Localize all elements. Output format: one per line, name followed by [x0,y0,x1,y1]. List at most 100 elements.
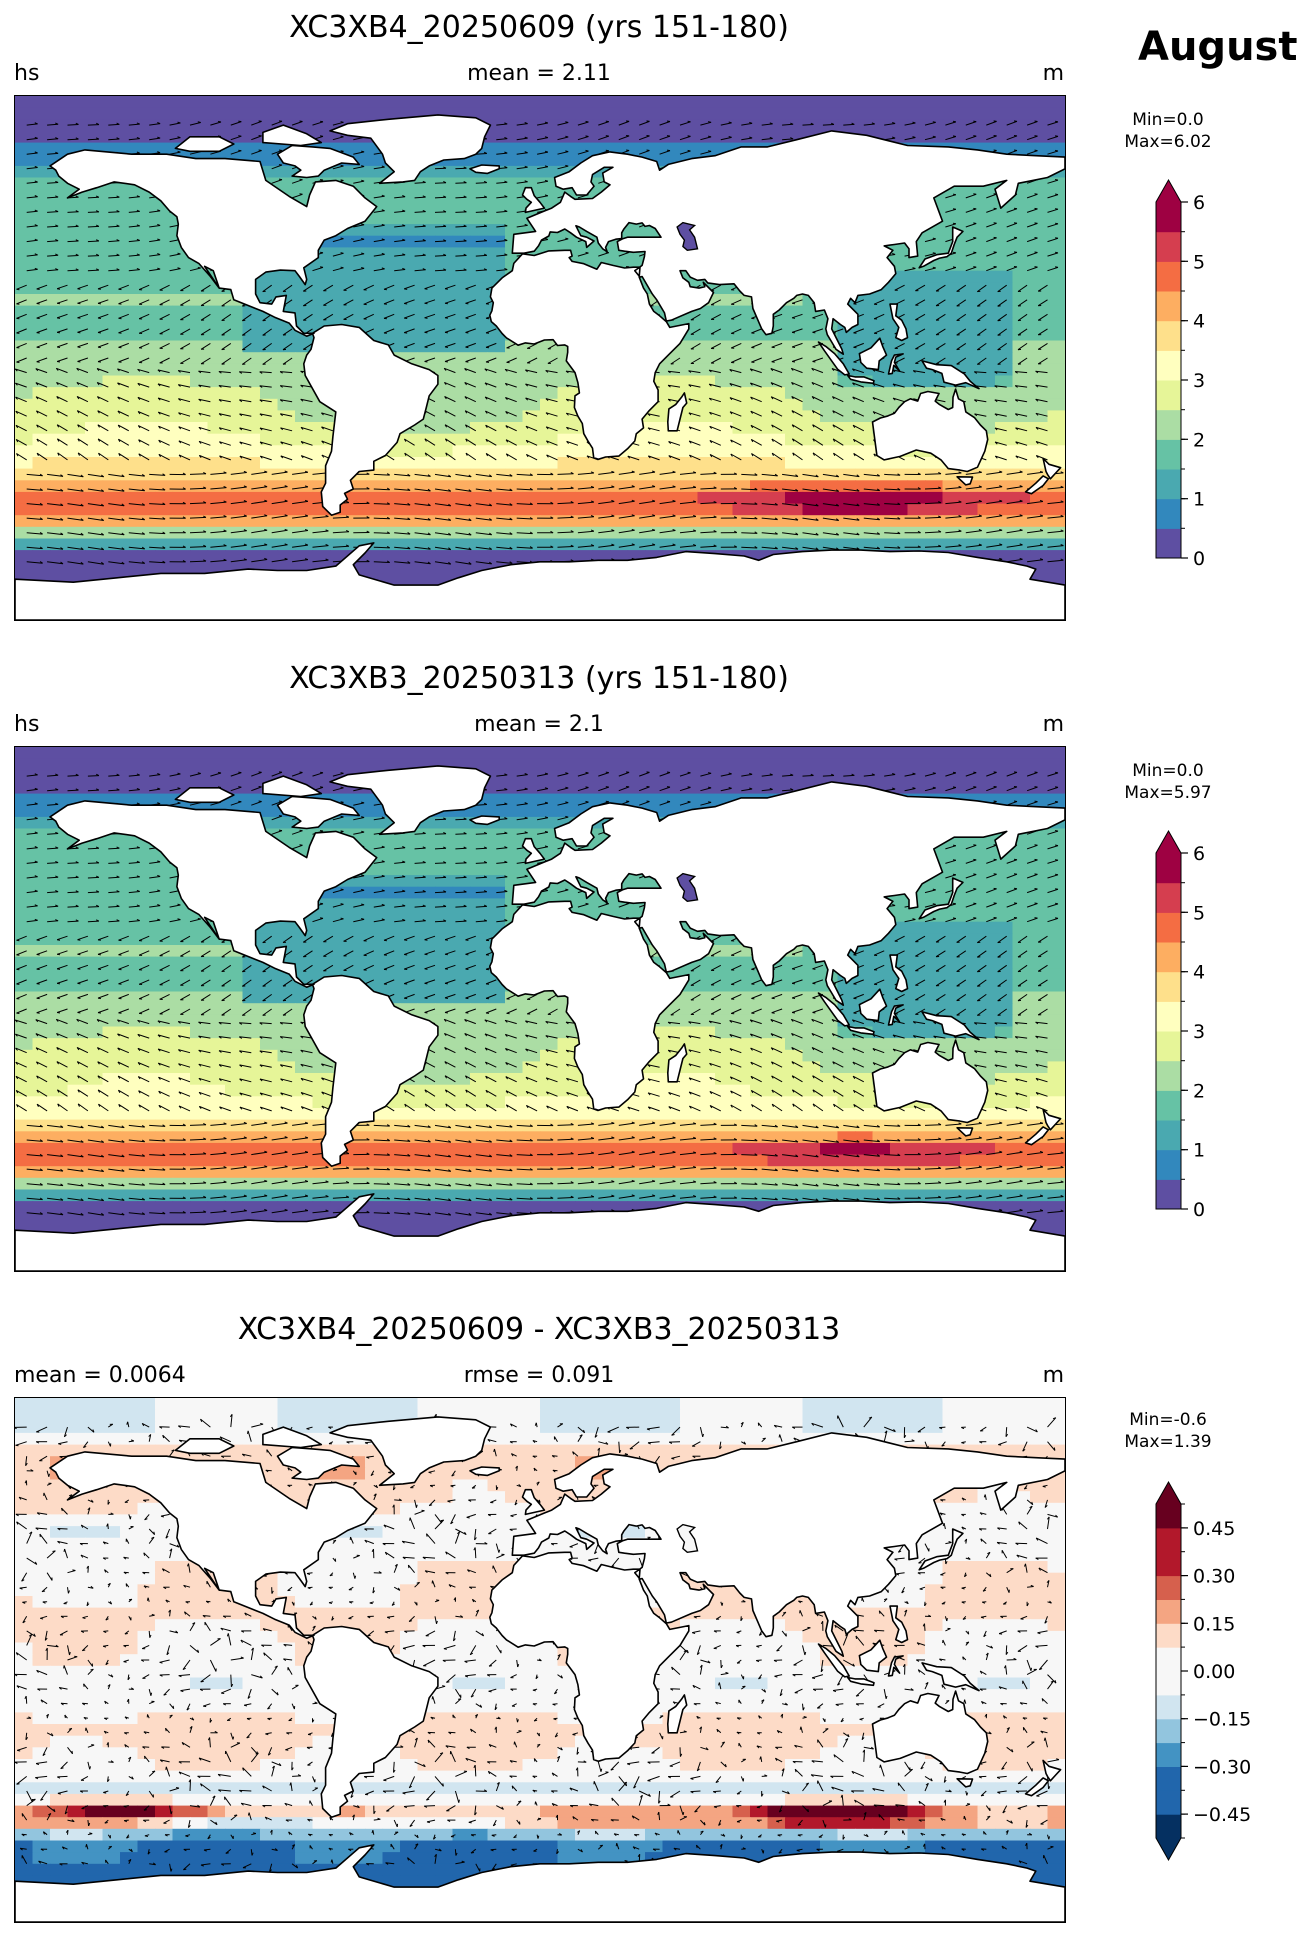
arrow [577,150,589,155]
arrow-head [771,424,774,428]
arrow-head [95,224,100,227]
field-cell [365,96,384,109]
arrow [709,383,721,388]
arrow-head [484,396,488,400]
arrow [956,342,967,351]
arrow-head [361,237,365,240]
arrow [679,135,691,141]
arrow [56,367,68,374]
field-cell [942,130,961,144]
field-cell [172,491,191,505]
arrow [251,150,262,155]
field-cell [260,422,279,435]
arrow-head [666,120,671,122]
arrow-head [198,384,202,388]
arrow [935,313,946,321]
field-cell [925,503,944,516]
field-cell [487,142,506,155]
field-cell [767,515,786,528]
arrow-head [444,396,447,400]
field-cell [85,224,104,237]
arrow-head [15,410,18,414]
field-cell [67,468,86,481]
field-cell [382,212,401,225]
arrow-head [300,413,304,416]
field-cell [995,457,1014,470]
arrow [16,357,27,363]
field-cell [470,305,489,318]
arrow-head [932,237,936,240]
field-cell [120,375,139,388]
arrow-head [464,368,467,372]
field-cell [680,457,699,470]
field-cell [225,433,244,446]
arrow [158,397,170,403]
field-cell [32,375,51,388]
field-cell [785,305,804,318]
field-cell [190,305,209,318]
arrow [180,313,191,321]
field-cell [85,259,104,272]
field-cell [32,259,51,272]
arrow [77,424,89,432]
arrow-head [340,266,344,269]
arrow [465,313,476,319]
field-cell [120,317,139,330]
arrow-head [832,410,835,414]
arrow-head [565,384,569,388]
field-cell [837,433,856,446]
field-cell [435,491,454,505]
field-cell [522,96,541,109]
field-cell [697,398,716,411]
field-cell [15,480,34,493]
arrow-head [1013,149,1018,151]
arrow-head [97,346,101,349]
field-cell [1012,526,1031,539]
arrow [496,196,508,199]
field-cell [277,550,296,563]
arrow [97,299,109,304]
arrow [994,385,1007,388]
field-cell [820,515,839,528]
field-cell [610,130,629,144]
arrow-head [218,399,222,402]
arrow [915,342,926,350]
field-cell [190,270,209,283]
arrow-head [97,396,100,400]
arrow-head [55,137,59,140]
arrow [434,196,447,199]
arrow [679,150,691,155]
arrow [965,237,977,243]
field-cell [1030,526,1049,539]
field-cell [50,352,69,365]
field-cell [382,457,401,470]
arrow-head [1034,266,1038,268]
arrow [455,240,467,243]
field-cell [995,503,1014,516]
arrow-head [279,385,283,388]
field-cell [67,119,86,132]
arrow-head [361,223,365,226]
field-cell [662,468,681,481]
field-cell [15,177,34,190]
arrow-head [707,135,712,138]
field-cell [190,550,209,563]
field-cell [732,340,751,353]
field-cell [872,468,891,481]
field-cell [435,550,454,563]
arrow [496,152,508,155]
arrow [76,381,89,388]
field-cell [15,130,34,144]
arrow [537,195,548,199]
field-cell [452,328,471,342]
field-cell [295,177,314,190]
field-cell [172,445,191,458]
arrow [128,123,140,126]
field-cell [960,282,979,295]
arrow [303,313,313,321]
arrow-head [36,361,40,363]
field-cell [592,491,611,505]
field-cell [102,445,121,458]
field-cell [540,398,559,411]
arrow-head [402,253,406,256]
